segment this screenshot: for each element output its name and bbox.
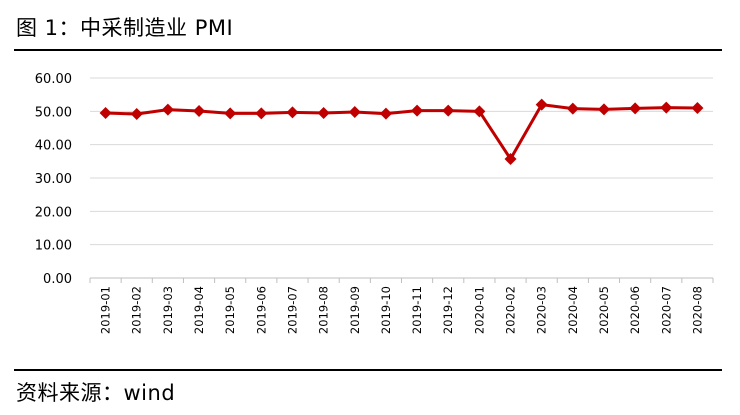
data-point <box>193 105 206 117</box>
data-point <box>629 102 642 115</box>
x-tick-label: 2020-03 <box>535 286 549 334</box>
source-note: 资料来源：wind <box>16 381 176 405</box>
y-tick-label: 40.00 <box>35 139 72 154</box>
data-point <box>597 103 610 116</box>
x-tick-label: 2019-06 <box>254 286 268 334</box>
x-tick-label: 2019-09 <box>348 286 362 334</box>
x-tick-label: 2019-01 <box>99 286 113 334</box>
data-point <box>411 104 424 117</box>
data-point <box>566 102 579 115</box>
x-tick-label: 2019-05 <box>223 286 237 334</box>
y-tick-label: 20.00 <box>35 205 72 220</box>
x-axis-ticks: 2019-01 2019-02 2019-03 2019-04 2019-05 2019-… <box>99 286 705 334</box>
y-tick-label: 0.00 <box>43 272 72 287</box>
data-point <box>286 106 299 119</box>
x-tick-label: 2019-07 <box>285 286 299 334</box>
gridlines <box>90 77 713 246</box>
pmi-line-chart: 0.00 10.00 20.00 30.00 40.00 50.00 60.00 2019-… <box>35 72 714 334</box>
x-tick-label: 2019-08 <box>317 286 331 334</box>
y-tick-label: 10.00 <box>35 239 72 254</box>
data-point <box>130 108 143 120</box>
x-tick-label: 2020-04 <box>566 286 580 334</box>
x-tick-label: 2019-02 <box>130 286 144 334</box>
x-tick-label: 2020-08 <box>690 286 704 334</box>
data-point <box>504 153 517 165</box>
x-tick-label: 2019-12 <box>441 286 455 334</box>
y-tick-label: 50.00 <box>35 105 72 120</box>
data-point <box>442 104 455 117</box>
data-point <box>224 107 237 120</box>
top-rule <box>14 49 722 51</box>
data-point <box>473 105 486 118</box>
series-line <box>105 103 698 161</box>
x-tick-label: 2019-03 <box>161 286 175 334</box>
data-point <box>161 103 174 116</box>
data-point <box>317 107 330 119</box>
data-point <box>348 106 361 118</box>
data-point <box>255 107 268 120</box>
x-tick-label: 2020-05 <box>597 286 611 334</box>
data-point <box>691 102 704 114</box>
figure-title: 图 1：中采制造业 PMI <box>16 16 234 40</box>
x-tick-label: 2020-06 <box>628 286 642 334</box>
bottom-rule <box>14 369 722 371</box>
x-tick-label: 2019-11 <box>410 286 424 334</box>
x-tick-label: 2020-07 <box>659 286 673 334</box>
data-point <box>379 107 392 120</box>
x-tick-label: 2019-04 <box>192 286 206 334</box>
x-tick-label: 2019-10 <box>379 286 393 334</box>
data-point <box>660 101 673 114</box>
x-tick-label: 2020-01 <box>472 286 486 334</box>
y-tick-label: 60.00 <box>35 72 72 87</box>
y-axis-ticks: 0.00 10.00 20.00 30.00 40.00 50.00 60.00 <box>35 72 72 287</box>
y-tick-label: 30.00 <box>35 172 72 187</box>
x-tick-label: 2020-02 <box>504 286 518 334</box>
series-pmi <box>99 98 704 165</box>
data-point <box>535 98 548 111</box>
x-axis <box>89 277 714 283</box>
data-point <box>99 107 112 119</box>
